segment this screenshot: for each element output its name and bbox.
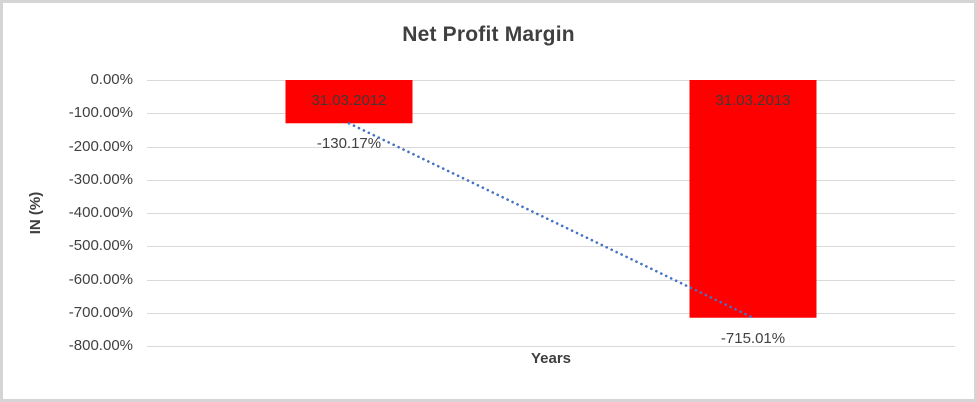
y-axis-tick-label: -800.00% (68, 337, 133, 354)
y-axis-tick-label: -400.00% (68, 204, 133, 221)
y-axis-tick-label: 0.00% (90, 71, 133, 88)
y-axis-tick-label: -200.00% (68, 137, 133, 155)
trendline (347, 121, 755, 320)
y-axis-tick-label: -100.00% (68, 104, 133, 122)
y-axis-tick-label: -600.00% (68, 270, 133, 288)
y-axis-tick-label: -300.00% (68, 170, 133, 188)
bar-31.03.2013 (689, 80, 817, 318)
y-axis-tick-label: -500.00% (68, 237, 133, 255)
bar-category-label: 31.03.2012 (311, 92, 387, 109)
y-axis-tick-label: -700.00% (68, 303, 133, 321)
bar-31.03.2012 (285, 80, 413, 124)
bar-value-label: -715.01% (720, 329, 786, 347)
chart-title: Net Profit Margin (402, 23, 575, 46)
bar-value-label: -130.17% (316, 135, 382, 153)
x-axis-title: Years (530, 350, 572, 367)
bar-category-label: 31.03.2013 (715, 92, 791, 109)
